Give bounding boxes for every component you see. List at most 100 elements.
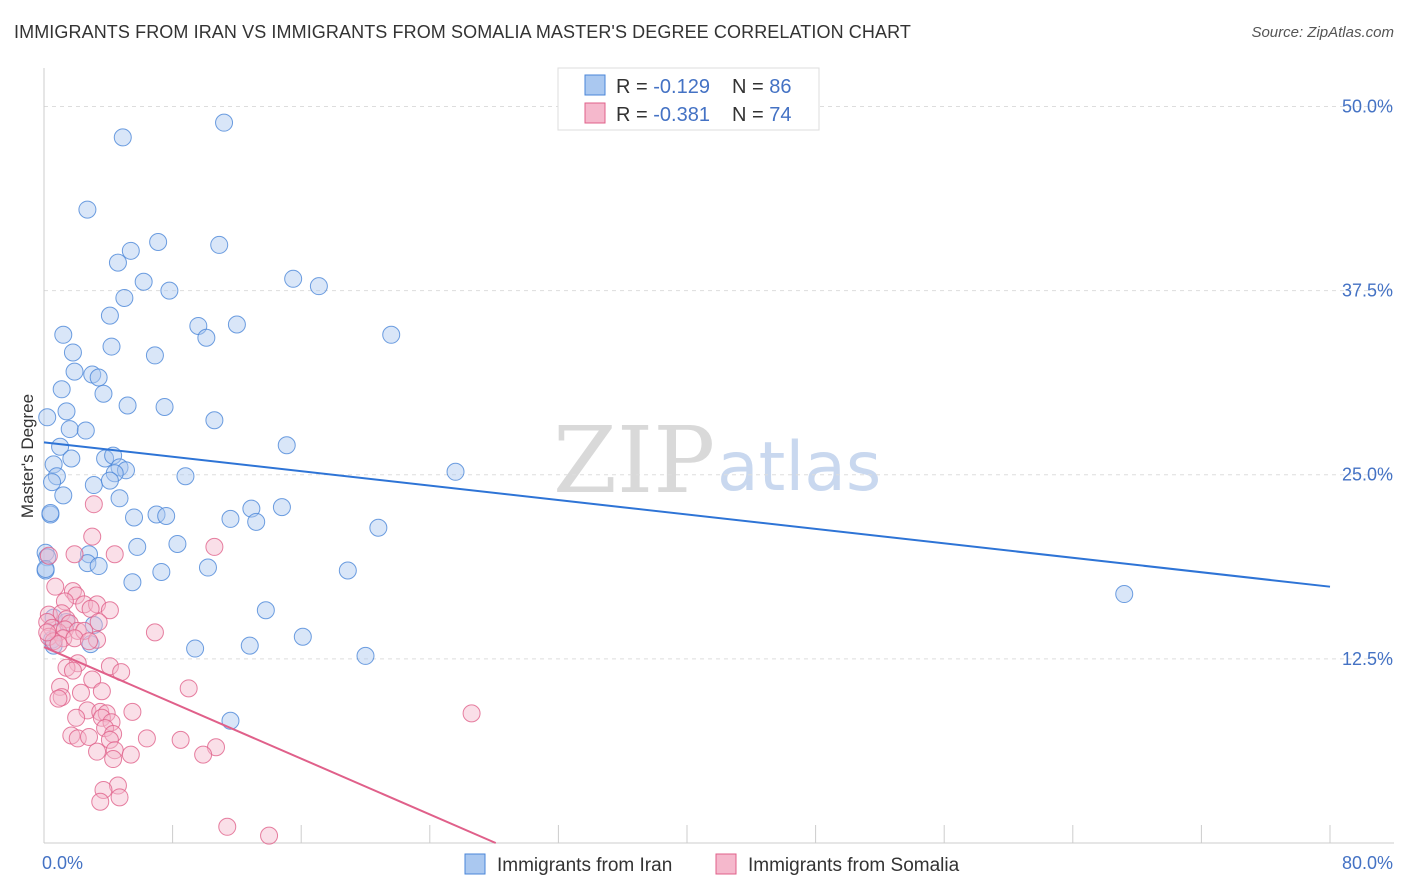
series-legend-label-iran: Immigrants from Iran <box>497 855 672 876</box>
iran-point <box>227 315 246 334</box>
iran-point <box>118 396 137 415</box>
legend-row-iran: R = -0.129 <box>616 76 710 98</box>
legend-n-somalia: N = 74 <box>732 104 792 126</box>
iran-point <box>38 408 57 427</box>
somalia-point <box>46 577 65 596</box>
somalia-point <box>38 623 57 642</box>
y-tick-labels: 12.5% 25.0% 37.5% 50.0% <box>1342 96 1393 668</box>
somalia-point <box>205 537 224 556</box>
iran-point <box>121 241 140 260</box>
somalia-point <box>110 788 129 807</box>
iran-point <box>215 113 234 132</box>
iran-point <box>272 498 291 517</box>
somalia-point <box>194 745 213 764</box>
iran-point <box>51 437 70 456</box>
somalia-point <box>83 527 102 546</box>
x-tick-label-max: 80.0% <box>1342 853 1393 873</box>
iran-point <box>84 476 103 495</box>
somalia-point <box>65 629 84 648</box>
iran-point <box>57 402 76 421</box>
iran-point <box>256 601 275 620</box>
somalia-point <box>55 592 74 611</box>
somalia-point <box>83 670 102 689</box>
iran-point <box>284 269 303 288</box>
legend-swatch-iran <box>584 74 606 96</box>
iran-point <box>125 508 144 527</box>
iran-point <box>145 346 164 365</box>
somalia-point <box>84 495 103 514</box>
iran-point <box>157 506 176 525</box>
iran-point <box>240 636 259 655</box>
iran-point <box>113 128 132 147</box>
iran-point <box>63 343 82 362</box>
iran-point <box>52 380 71 399</box>
iran-point <box>221 711 240 730</box>
y-axis-label: Master's Degree <box>18 394 37 518</box>
iran-point <box>134 272 153 291</box>
iran-point <box>186 639 205 658</box>
legend-r-value-somalia: -0.381 <box>653 104 710 126</box>
series-legend-swatch-somalia <box>715 853 737 875</box>
legend-n-value-somalia: 74 <box>769 104 791 126</box>
somalia-point <box>92 682 111 701</box>
somalia-point <box>137 729 156 748</box>
iran-point <box>309 277 328 296</box>
somalia-point <box>63 661 82 680</box>
somalia-point <box>80 727 99 746</box>
iran-point <box>78 200 97 219</box>
iran-point <box>115 288 134 307</box>
iran-point <box>60 420 79 439</box>
iran-point <box>100 471 119 490</box>
iran-point <box>54 486 73 505</box>
somalia-point <box>123 702 142 721</box>
somalia-point <box>145 623 164 642</box>
legend-n-label-somalia: N = <box>732 104 769 126</box>
somalia-point <box>121 745 140 764</box>
chart-source: Source: ZipAtlas.com <box>1251 24 1394 41</box>
somalia-point <box>105 545 124 564</box>
somalia-point <box>38 613 57 632</box>
somalia-point <box>179 679 198 698</box>
iran-point <box>54 325 73 344</box>
iran-point <box>356 646 375 665</box>
somalia-point <box>52 688 71 707</box>
somalia-point <box>92 708 111 727</box>
somalia-point <box>94 780 113 799</box>
iran-point <box>1115 585 1134 604</box>
series-legend-label-somalia: Immigrants from Somalia <box>748 855 960 876</box>
somalia-point <box>80 632 99 651</box>
iran-point <box>43 473 62 492</box>
watermark-zip: ZIP <box>553 407 715 514</box>
iran-point <box>78 554 97 573</box>
iran-point <box>65 362 84 381</box>
iran-point <box>160 281 179 300</box>
somalia-point <box>81 599 100 618</box>
somalia-point <box>91 792 110 811</box>
iran-point <box>155 397 174 416</box>
iran-point <box>210 235 229 254</box>
iran-point <box>198 558 217 577</box>
somalia-point <box>218 817 237 836</box>
somalia-point <box>67 708 86 727</box>
somalia-point <box>171 730 190 749</box>
iran-point <box>221 509 240 528</box>
iran-point <box>247 512 266 531</box>
somalia-point <box>260 826 279 845</box>
iran-point <box>446 462 465 481</box>
series-legend-swatch-iran <box>464 853 486 875</box>
somalia-point <box>91 702 110 721</box>
somalia-point <box>104 750 123 769</box>
somalia-point <box>89 613 108 632</box>
legend-swatch-somalia <box>584 102 606 124</box>
iran-point <box>149 232 168 251</box>
somalia-point <box>108 776 127 795</box>
iran-point <box>62 449 81 468</box>
chart-title: IMMIGRANTS FROM IRAN VS IMMIGRANTS FROM … <box>14 22 911 42</box>
iran-point <box>89 557 108 576</box>
stats-legend: R = -0.129 N = 86 R = -0.381 N = 74 <box>557 67 820 131</box>
legend-r-label-somalia: R = <box>616 104 653 126</box>
iran-point <box>108 253 127 272</box>
x-tick-label-min: 0.0% <box>42 853 83 873</box>
iran-point <box>116 461 135 480</box>
y-tick-label: 12.5% <box>1342 649 1393 669</box>
